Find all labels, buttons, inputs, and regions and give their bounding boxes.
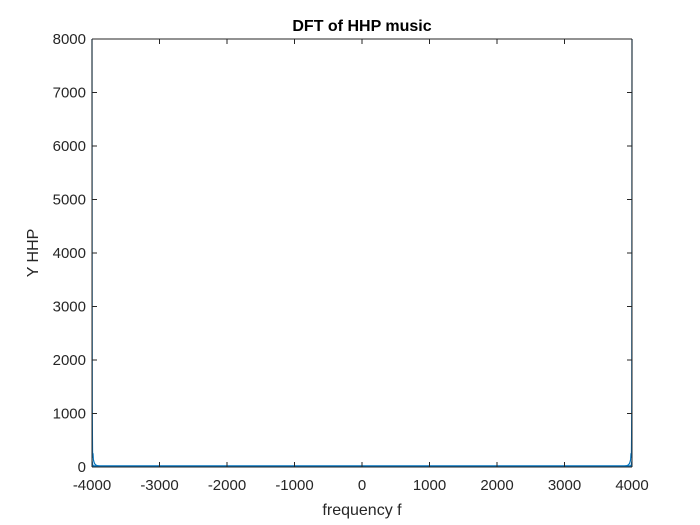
y-tick-label: 0: [78, 459, 86, 476]
y-tick-label: 4000: [53, 245, 86, 262]
y-tick-label: 5000: [53, 192, 86, 209]
x-tick-label: 3000: [548, 477, 581, 494]
x-axis-label: frequency f: [322, 502, 402, 519]
y-tick-label: 1000: [53, 406, 86, 423]
y-tick-label: 8000: [53, 31, 86, 48]
x-tick-label: 0: [358, 477, 366, 494]
x-tick-label: -4000: [73, 477, 111, 494]
y-axis-label: Y HHP: [25, 229, 42, 278]
x-tick-label: 2000: [480, 477, 513, 494]
y-tick-label: 2000: [53, 352, 86, 369]
x-tick-label: 1000: [413, 477, 446, 494]
plot-area: [92, 39, 632, 467]
y-tick-label: 7000: [53, 85, 86, 102]
x-tick-label: -1000: [275, 477, 313, 494]
x-tick-label: -3000: [140, 477, 178, 494]
x-tick-label: -2000: [208, 477, 246, 494]
x-ticks: -4000 -3000 -2000 -1000 0 1000 2000 3000 4000: [73, 39, 649, 494]
y-tick-label: 6000: [53, 138, 86, 155]
y-ticks: 0 1000 2000 3000 4000 5000 6000 7000 8000: [53, 31, 632, 476]
x-tick-label: 4000: [615, 477, 648, 494]
chart-title: DFT of HHP music: [292, 18, 431, 35]
y-tick-label: 3000: [53, 299, 86, 316]
series-fill-left: [92, 445, 96, 467]
